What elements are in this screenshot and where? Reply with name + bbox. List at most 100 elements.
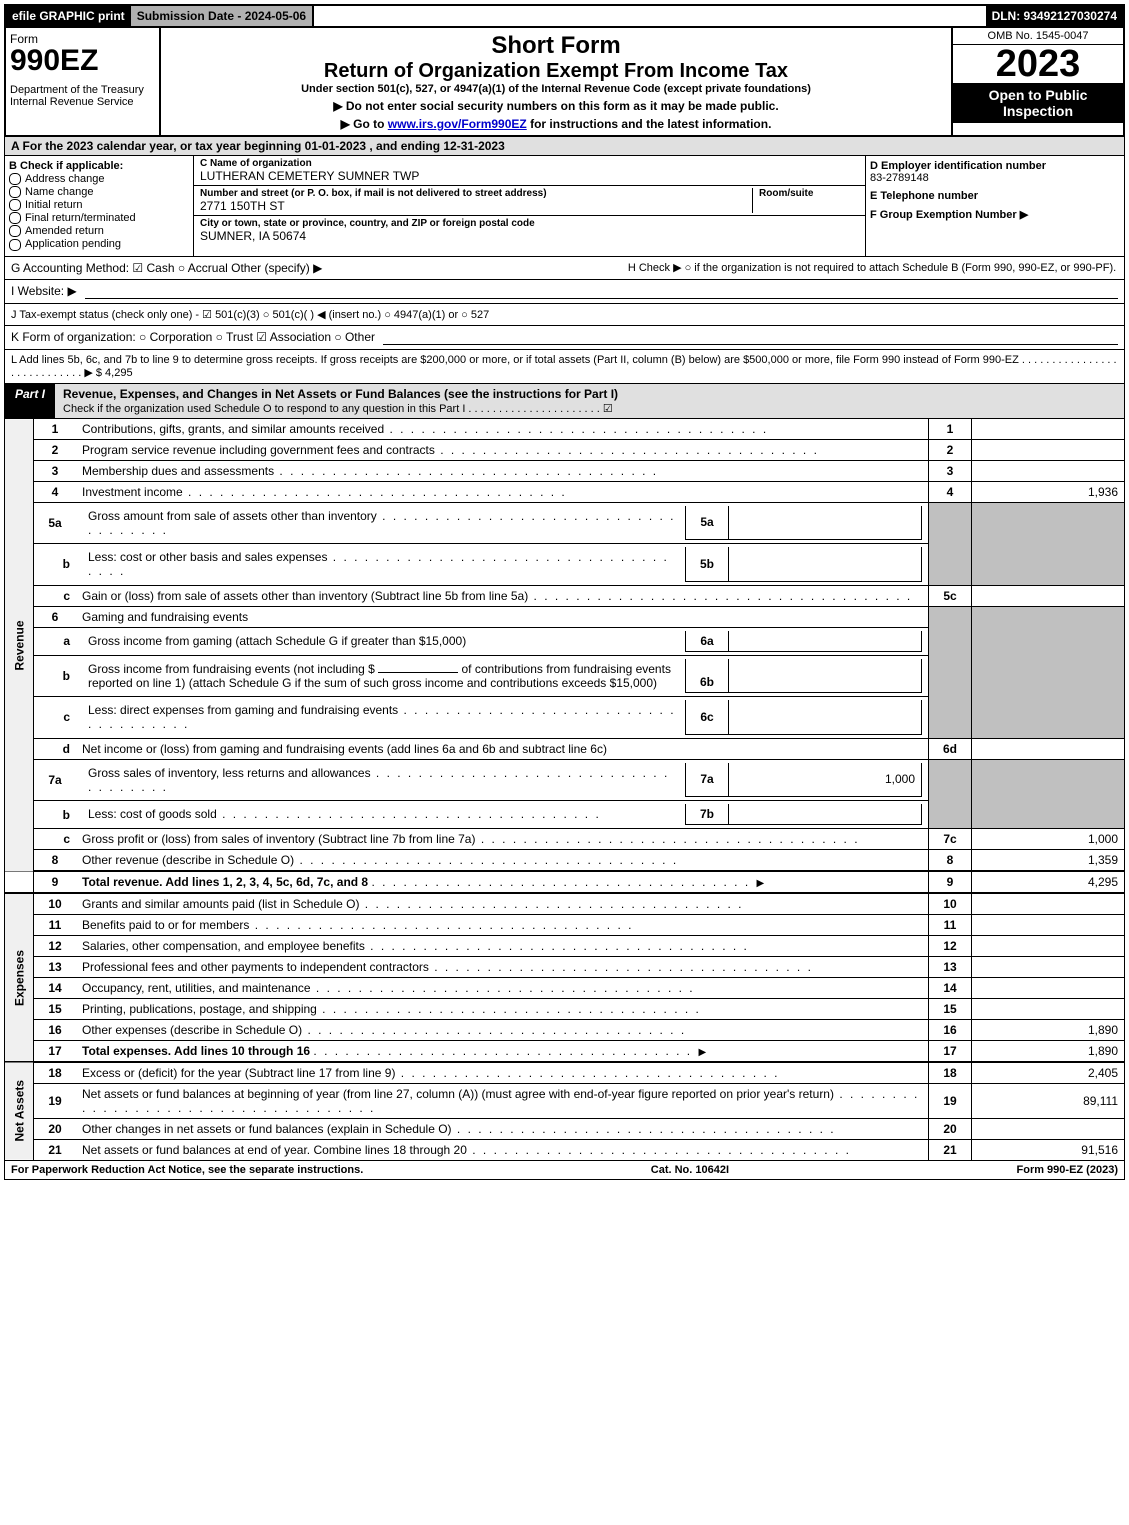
D-ein: 83-2789148 [870,172,1120,184]
ln-1-num: 1 [34,419,77,440]
ln-19-num: 19 [34,1084,77,1119]
C-room-label: Room/suite [759,188,859,199]
ln-17-text: Total expenses. Add lines 10 through 16 [76,1041,929,1063]
ln-5a-box: 5a [686,506,729,540]
ln-8-num: 8 [34,850,77,872]
ln-3-box: 3 [929,460,972,481]
B-opt-final[interactable]: Final return/terminated [9,212,189,224]
form-number: 990EZ [10,46,155,76]
L-gross-receipts: L Add lines 5b, 6c, and 7b to line 9 to … [11,354,1118,379]
E-label: E Telephone number [870,190,1120,202]
ln-5a-val [729,506,922,540]
ln-7b-num: b [34,801,77,829]
I-blank[interactable] [85,284,1118,299]
submission-date: Submission Date - 2024-05-06 [131,6,314,26]
ln-6-text: Gaming and fundraising events [76,606,929,627]
ln-6-grey-val [972,606,1125,738]
side-revenue: Revenue [5,419,34,872]
ln-2-text: Program service revenue including govern… [76,439,929,460]
ln-15-num: 15 [34,999,77,1020]
B-opt-pending[interactable]: Application pending [9,238,189,250]
ln-4-box: 4 [929,481,972,502]
ln-13-text: Professional fees and other payments to … [76,957,929,978]
side-netassets: Net Assets [5,1062,34,1161]
ln-13-val [972,957,1125,978]
lines-table: Revenue 1 Contributions, gifts, grants, … [4,419,1125,1162]
ln-10-val [972,893,1125,915]
part1-header: Part I Revenue, Expenses, and Changes in… [4,384,1125,419]
ln-18-text: Excess or (deficit) for the year (Subtra… [76,1062,929,1084]
row-G-H: G Accounting Method: ☑ Cash ○ Accrual Ot… [4,257,1125,280]
ln-12-box: 12 [929,936,972,957]
ln-20-num: 20 [34,1119,77,1140]
ln-4-val: 1,936 [972,481,1125,502]
ln-5b-box: 5b [686,547,729,581]
ln-6b-val [729,659,922,693]
ln-5c-box: 5c [929,585,972,606]
ln-10-text: Grants and similar amounts paid (list in… [76,893,929,915]
ln-9-num: 9 [34,871,77,893]
irs-link[interactable]: www.irs.gov/Form990EZ [388,117,527,131]
ln-6d-text: Net income or (loss) from gaming and fun… [76,738,929,759]
ln-15-box: 15 [929,999,972,1020]
ln-2-val [972,439,1125,460]
ln-9-box: 9 [929,871,972,893]
ln-6-grey [929,606,972,738]
ln-14-text: Occupancy, rent, utilities, and maintena… [76,978,929,999]
under-section: Under section 501(c), 527, or 4947(a)(1)… [165,83,947,95]
D-label: D Employer identification number [870,160,1120,172]
footer-right: Form 990-EZ (2023) [1017,1164,1118,1176]
ln-7-grey-val [972,759,1125,829]
ln-20-box: 20 [929,1119,972,1140]
K-form-org: K Form of organization: ○ Corporation ○ … [11,330,375,344]
col-B: B Check if applicable: Address change Na… [5,156,194,256]
ln-16-num: 16 [34,1020,77,1041]
K-blank[interactable] [383,330,1118,345]
ln-10-box: 10 [929,893,972,915]
B-opt-name[interactable]: Name change [9,186,189,198]
ln-6c-box: 6c [686,700,729,734]
open-public: Open to Public Inspection [953,83,1123,123]
ln-12-val [972,936,1125,957]
ln-7a-wrap: Gross sales of inventory, less returns a… [76,759,929,801]
ln-5b-num: b [34,544,77,586]
ln-14-num: 14 [34,978,77,999]
ln-6c-num: c [34,697,77,739]
ln-20-text: Other changes in net assets or fund bala… [76,1119,929,1140]
ln-2-box: 2 [929,439,972,460]
B-opt-address[interactable]: Address change [9,173,189,185]
ln-14-box: 14 [929,978,972,999]
ln-7b-text: Less: cost of goods sold [82,804,686,825]
B-opt-amended[interactable]: Amended return [9,225,189,237]
ln-6c-text: Less: direct expenses from gaming and fu… [82,700,686,734]
ln-2-num: 2 [34,439,77,460]
ln-8-val: 1,359 [972,850,1125,872]
ln-6a-wrap: Gross income from gaming (attach Schedul… [76,627,929,655]
short-form-title: Short Form [165,32,947,60]
ln-21-text: Net assets or fund balances at end of ye… [76,1140,929,1161]
ln-5b-wrap: Less: cost or other basis and sales expe… [76,544,929,586]
ln-15-val [972,999,1125,1020]
side-expenses: Expenses [5,893,34,1062]
ln-19-box: 19 [929,1084,972,1119]
info-row: B Check if applicable: Address change Na… [4,156,1125,257]
ln-7a-num: 7a [34,759,77,801]
go-to-pre: ▶ Go to [341,117,388,131]
ln-5c-num: c [34,585,77,606]
col-D: D Employer identification number 83-2789… [866,156,1124,256]
ln-4-text: Investment income [76,481,929,502]
ln-6d-val [972,738,1125,759]
row-K: K Form of organization: ○ Corporation ○ … [4,326,1125,350]
dept-treasury: Department of the Treasury Internal Reve… [10,84,155,108]
ln-21-num: 21 [34,1140,77,1161]
C-name-label: C Name of organization [200,158,859,169]
go-to-post: for instructions and the latest informat… [527,117,772,131]
ln-7c-box: 7c [929,829,972,850]
ln-6a-text: Gross income from gaming (attach Schedul… [82,631,686,652]
col-C: C Name of organization LUTHERAN CEMETERY… [194,156,866,256]
ln-6b-wrap: Gross income from fundraising events (no… [76,655,929,697]
ln-6a-val [729,631,922,652]
ln-3-val [972,460,1125,481]
ln-6b-num: b [34,655,77,697]
B-opt-initial[interactable]: Initial return [9,199,189,211]
